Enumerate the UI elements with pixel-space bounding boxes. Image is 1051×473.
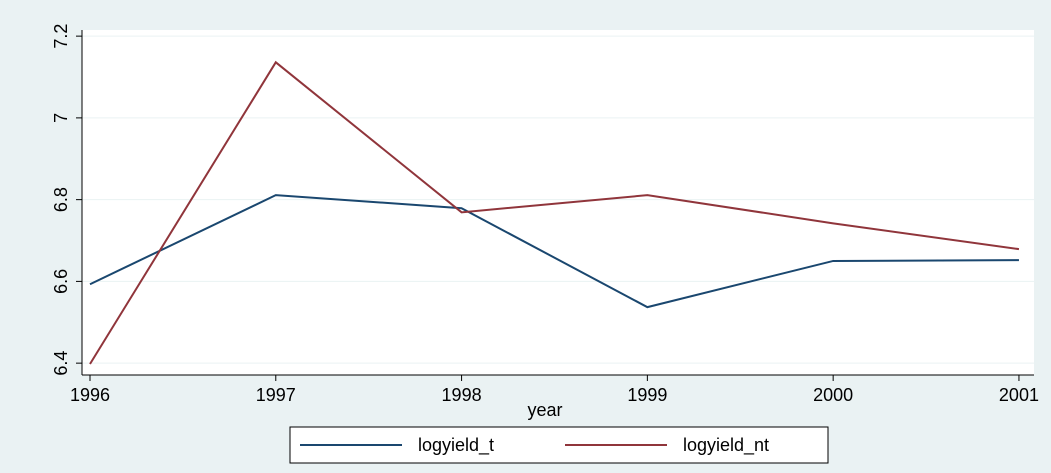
- legend-label: logyield_nt: [683, 435, 769, 456]
- y-tick-label: 7.2: [51, 24, 71, 49]
- x-tick-label: 1996: [70, 385, 110, 405]
- line-series: [89, 194, 1019, 309]
- y-tick-label: 7: [51, 113, 71, 123]
- x-tick-label: 1997: [256, 385, 296, 405]
- x-tick-label: 2000: [813, 385, 853, 405]
- line-series: [89, 60, 1020, 365]
- y-tick-label: 6.8: [51, 187, 71, 212]
- x-tick-label: 1998: [442, 385, 482, 405]
- x-axis-label: year: [527, 400, 562, 420]
- y-tick-label: 6.6: [51, 269, 71, 294]
- x-tick-label: 1999: [627, 385, 667, 405]
- legend-label: logyield_t: [418, 435, 494, 456]
- y-tick-label: 6.4: [51, 351, 71, 376]
- x-tick-label: 2001: [999, 385, 1039, 405]
